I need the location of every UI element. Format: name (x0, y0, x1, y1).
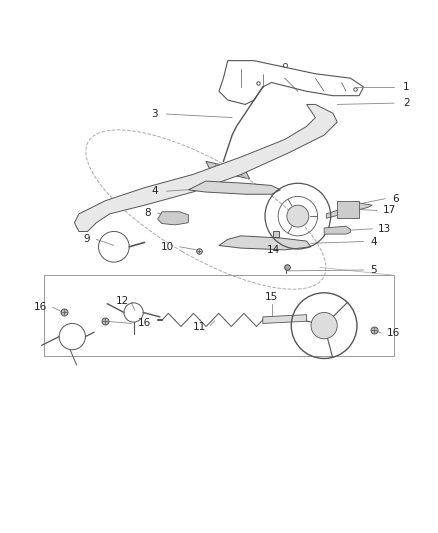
Text: 15: 15 (265, 292, 278, 302)
Text: 8: 8 (145, 208, 151, 218)
Text: 12: 12 (116, 296, 129, 305)
Text: 4: 4 (151, 186, 158, 196)
Text: 10: 10 (160, 242, 173, 252)
Polygon shape (219, 236, 311, 250)
Polygon shape (158, 212, 188, 225)
Text: 14: 14 (267, 245, 280, 255)
Polygon shape (326, 203, 372, 219)
Polygon shape (74, 104, 337, 231)
Bar (44, 275, 394, 356)
Polygon shape (263, 314, 307, 324)
Polygon shape (324, 226, 350, 234)
Text: 13: 13 (378, 224, 391, 234)
Polygon shape (188, 181, 280, 194)
Text: 6: 6 (392, 193, 399, 204)
Text: 5: 5 (370, 265, 377, 275)
Text: 9: 9 (83, 235, 90, 244)
Text: 3: 3 (151, 109, 158, 119)
Text: 1: 1 (403, 82, 410, 92)
Text: 2: 2 (403, 98, 410, 108)
Text: 16: 16 (386, 328, 399, 338)
Text: 11: 11 (193, 322, 206, 332)
Text: 4: 4 (370, 237, 377, 247)
Circle shape (311, 312, 337, 339)
Text: 16: 16 (34, 302, 47, 312)
Circle shape (287, 205, 309, 227)
Text: 17: 17 (383, 205, 396, 215)
Polygon shape (206, 161, 250, 179)
Text: 16: 16 (138, 318, 151, 328)
Bar (337, 201, 359, 219)
